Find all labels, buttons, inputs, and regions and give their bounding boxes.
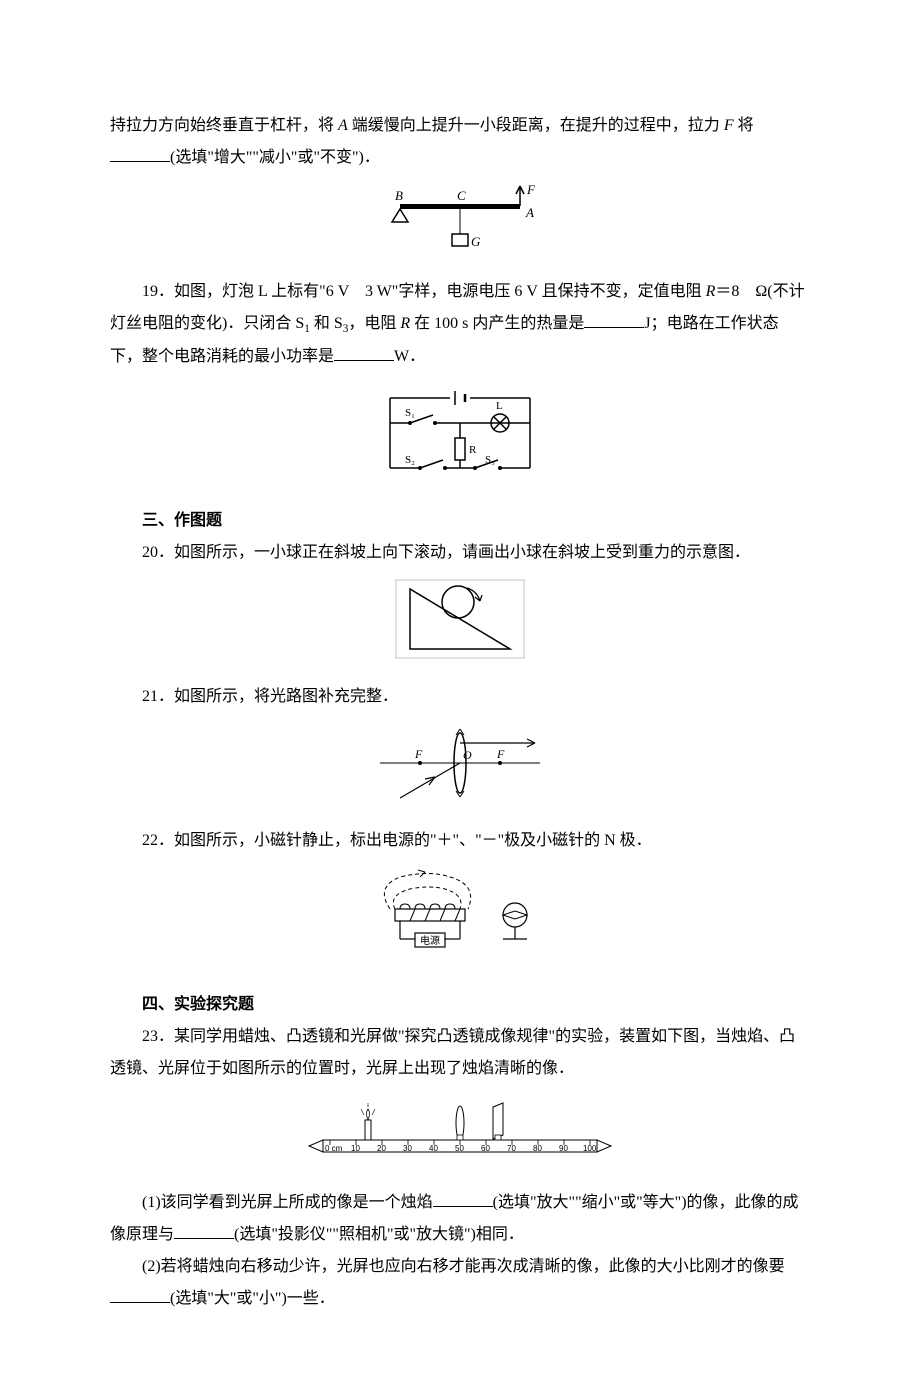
q23-sub1: (1)该同学看到光屏上所成的像是一个烛焰(选填"放大""缩小"或"等大")的像，… [110, 1187, 810, 1251]
label-A: A [525, 205, 534, 220]
tick-50: 50 [455, 1144, 464, 1153]
slope-triangle [410, 589, 510, 649]
q19-t3: 和 S [310, 315, 343, 332]
q20-diagram [110, 579, 810, 671]
q23-diagram: 0 cm 10 20 30 40 50 60 70 80 90 100 [110, 1095, 810, 1177]
battery-label: 电源 [420, 934, 440, 947]
tick-100: 100 [583, 1144, 597, 1153]
q18-A: A [338, 117, 348, 134]
lever-diagram-svg: B C F A G [380, 184, 540, 254]
q19-t1: 19．如图，灯泡 L 上标有"6 V 3 W"字样，电源电压 6 V 且保持不变… [142, 283, 706, 300]
tick-60: 60 [481, 1144, 490, 1153]
tick-30: 30 [403, 1144, 412, 1153]
r-label: R [469, 444, 477, 456]
lens-base [457, 1135, 463, 1140]
candle-flame [367, 1109, 370, 1120]
q18-blank [110, 144, 170, 162]
q19-blank1 [584, 310, 644, 328]
q19-t5: 在 100 s 内产生的热量是 [410, 315, 584, 332]
lens-diagram-svg: F F O [375, 723, 545, 803]
slope-ball-svg [395, 579, 525, 659]
s2-lever [420, 460, 443, 468]
optical-bench-svg: 0 cm 10 20 30 40 50 60 70 80 90 100 [305, 1095, 615, 1165]
coil-loops [400, 904, 460, 921]
o-label: O [463, 748, 472, 762]
q23-s2b: (选填"大"或"小")一些． [170, 1290, 335, 1307]
q18-F: F [724, 117, 734, 134]
q23-s1c: (选填"投影仪""照相机"或"放大镜")相同． [234, 1226, 524, 1243]
tick-10: 10 [351, 1144, 360, 1153]
s1-node2 [433, 421, 437, 425]
core-rect [395, 909, 465, 921]
s3-node2 [498, 466, 502, 470]
q18-part1: 持拉力方向始终垂直于杠杆，将 [110, 117, 338, 134]
q18-part3: 将 [734, 117, 754, 134]
circuit-diagram-svg: S₁ L R S₂ S₃ [370, 383, 550, 483]
l-label: L [496, 400, 503, 412]
s2-node2 [443, 466, 447, 470]
section3-heading: 三、作图题 [110, 505, 810, 537]
q23-blank3 [110, 1285, 170, 1303]
resistor-box [455, 438, 465, 460]
weight-box [452, 234, 468, 246]
q21-diagram: F F O [110, 723, 810, 815]
tick-70: 70 [507, 1144, 516, 1153]
q19-t7: W． [394, 348, 425, 365]
q21-text: 21．如图所示，将光路图补充完整． [110, 681, 810, 713]
fulcrum-icon [392, 209, 408, 222]
q22-diagram: 电源 [110, 867, 810, 979]
label-C: C [457, 188, 466, 203]
s2-label: S₂ [405, 454, 415, 466]
q23-blank2 [174, 1221, 234, 1239]
label-F: F [526, 184, 536, 197]
f-left-label: F [414, 747, 423, 761]
label-B: B [395, 188, 403, 203]
candle-body [365, 1120, 371, 1140]
lever-bar [400, 204, 520, 209]
section4-heading: 四、实验探究题 [110, 989, 810, 1021]
screen-base [495, 1135, 501, 1140]
field-line-2 [393, 887, 461, 909]
q18-diagram: B C F A G [110, 184, 810, 266]
q23-blank1 [433, 1189, 493, 1207]
q22-text: 22．如图所示，小磁针静止，标出电源的"＋"、"－"极及小磁针的 N 极． [110, 825, 810, 857]
ball [442, 586, 474, 618]
q23-s1a: (1)该同学看到光屏上所成的像是一个烛焰 [142, 1194, 433, 1211]
q19-t4: ，电阻 [348, 315, 400, 332]
q19-text: 19．如图，灯泡 L 上标有"6 V 3 W"字样，电源电压 6 V 且保持不变… [110, 276, 810, 373]
q19-R1: R [706, 283, 716, 300]
tick-40: 40 [429, 1144, 438, 1153]
s3-label: S₃ [485, 454, 495, 466]
tick-90: 90 [559, 1144, 568, 1153]
s1-label: S₁ [405, 407, 415, 419]
q20-text: 20．如图所示，一小球正在斜坡上向下滚动，请画出小球在斜坡上受到重力的示意图． [110, 537, 810, 569]
label-G: G [471, 234, 481, 249]
tick-0: 0 cm [325, 1144, 343, 1153]
q23-text1: 23．某同学用蜡烛、凸透镜和光屏做"探究凸透镜成像规律"的实验，装置如下图，当烛… [110, 1021, 810, 1085]
field-line-1 [384, 873, 470, 909]
q23-sub2: (2)若将蜡烛向右移动少许，光屏也应向右移才能再次成清晰的像，此像的大小比刚才的… [110, 1251, 810, 1315]
q23-s2a: (2)若将蜡烛向右移动少许，光屏也应向右移才能再次成清晰的像，此像的大小比刚才的… [142, 1258, 785, 1275]
screen [493, 1103, 503, 1139]
compass-needle [503, 911, 527, 919]
solenoid-compass-svg: 电源 [360, 867, 560, 967]
tick-20: 20 [377, 1144, 386, 1153]
ray2 [400, 763, 460, 798]
q19-R2: R [400, 315, 410, 332]
compass-circle [503, 903, 527, 927]
q18-part4: (选填"增大""减小"或"不变")． [170, 149, 380, 166]
q18-part2: 端缓慢向上提升一小段距离，在提升的过程中，拉力 [348, 117, 724, 134]
q19-blank2 [334, 343, 394, 361]
tick-80: 80 [533, 1144, 542, 1153]
q18-continued-text: 持拉力方向始终垂直于杠杆，将 A 端缓慢向上提升一小段距离，在提升的过程中，拉力… [110, 110, 810, 174]
f-left-dot [418, 761, 422, 765]
f-right-dot [498, 761, 502, 765]
q19-diagram: S₁ L R S₂ S₃ [110, 383, 810, 495]
f-right-label: F [496, 747, 505, 761]
